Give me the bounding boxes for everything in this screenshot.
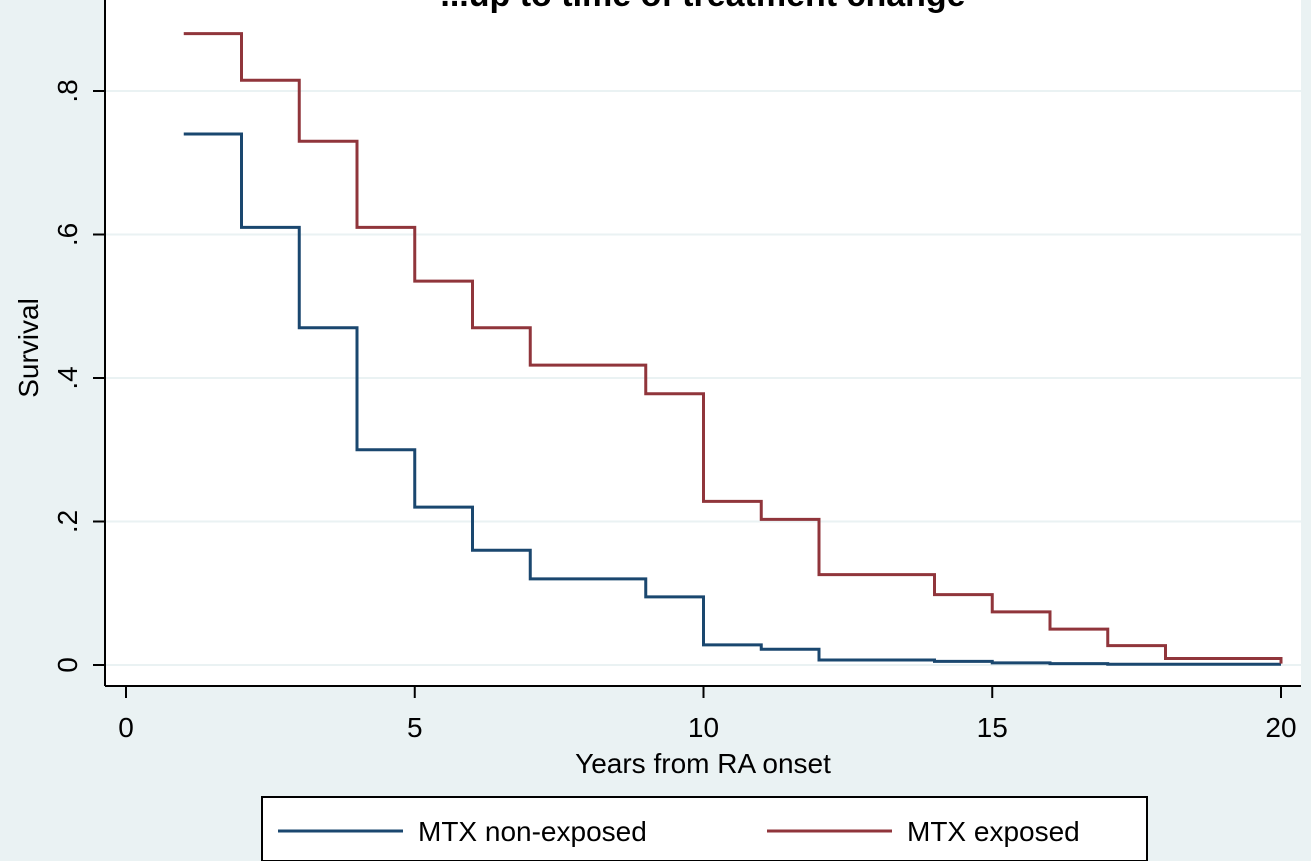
x-tick-label: 20	[1265, 712, 1296, 743]
chart-title: ...up to time of treatment change	[440, 0, 965, 14]
y-tick-label: .6	[52, 223, 83, 246]
y-tick-label: .4	[52, 366, 83, 389]
legend-label-exposed: MTX exposed	[907, 816, 1080, 847]
y-axis-ticks: 0 .2 .4 .6 .8	[52, 79, 105, 673]
x-axis-title: Years from RA onset	[575, 748, 831, 779]
x-axis-ticks: 0 5 10 15 20	[118, 686, 1297, 743]
legend-box	[261, 796, 1148, 861]
y-tick-label: .8	[52, 79, 83, 102]
x-tick-label: 5	[407, 712, 423, 743]
series-line-non-exposed	[183, 132, 1281, 666]
y-tick-label: 0	[52, 657, 83, 673]
y-tick-label: .2	[52, 510, 83, 533]
x-tick-label: 15	[977, 712, 1008, 743]
y-axis-title: Survival	[13, 298, 44, 398]
series-line-exposed	[183, 32, 1283, 664]
legend-label-non-exposed: MTX non-exposed	[418, 816, 647, 847]
legend: MTX non-exposed MTX exposed	[261, 796, 1148, 861]
x-tick-label: 10	[688, 712, 719, 743]
series-layer	[183, 32, 1283, 666]
plot-background	[105, 0, 1301, 686]
x-tick-label: 0	[118, 712, 134, 743]
